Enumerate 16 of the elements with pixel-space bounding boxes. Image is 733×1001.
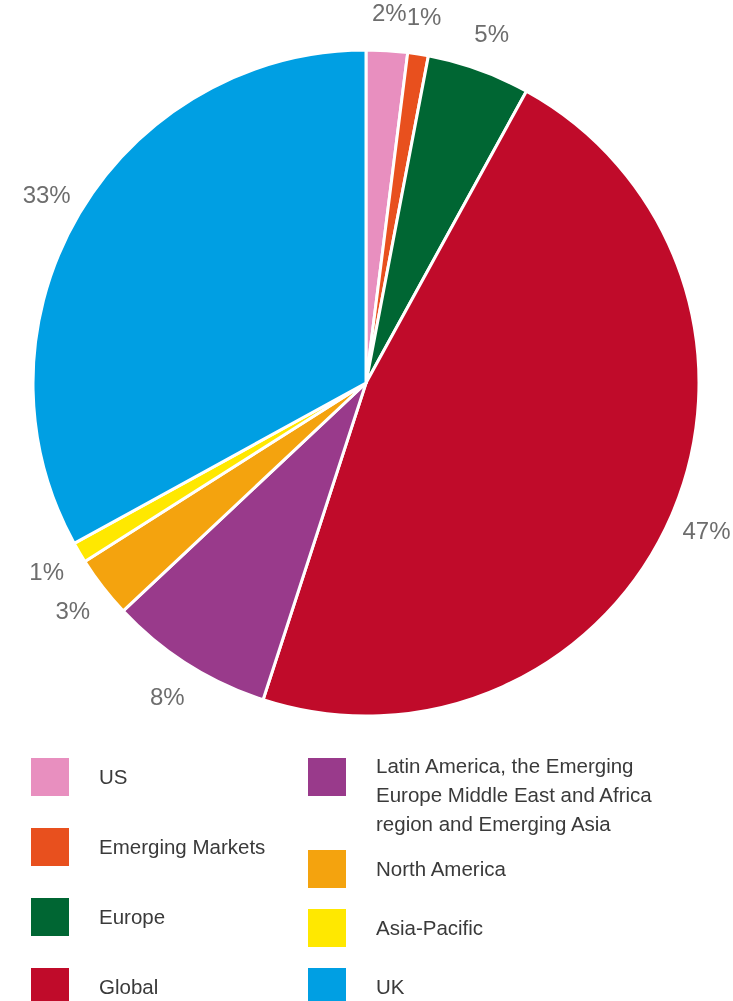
data-label: 33% (22, 180, 71, 208)
legend-label: Latin America, the Emerging Europe Middle East and Africa region and Emerging Asia (376, 754, 653, 836)
data-label: 3% (55, 596, 91, 624)
legend-label: Europe (99, 905, 166, 929)
data-label: 2% (371, 0, 407, 27)
legend-label: Emerging Markets (99, 835, 266, 859)
data-label: 47% (682, 516, 731, 544)
data-label: 8% (149, 682, 185, 710)
data-label: 1% (29, 558, 65, 586)
data-label: 5% (474, 20, 510, 48)
legend-label: Asia-Pacific (376, 916, 484, 940)
data-label: 1% (406, 2, 442, 30)
legend-label: Global (99, 975, 159, 999)
legend-label: US (99, 765, 128, 789)
legend-label: North America (376, 857, 507, 881)
legend-label: UK (376, 975, 405, 999)
